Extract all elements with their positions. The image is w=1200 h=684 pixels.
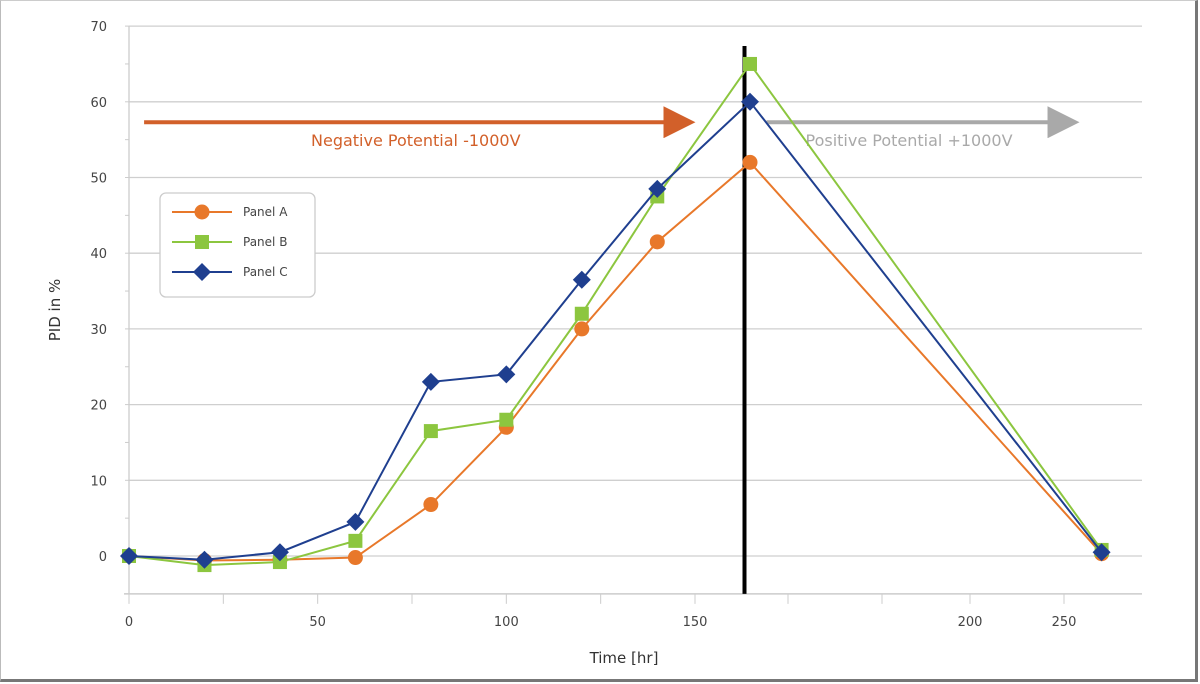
data-point-diamond — [1092, 543, 1111, 562]
series-panel-c — [120, 92, 1111, 569]
data-point-diamond — [195, 550, 214, 569]
data-point-circle — [194, 204, 210, 220]
legend-item: Panel A — [172, 204, 288, 220]
data-point-circle — [649, 234, 665, 250]
series-line — [128, 100, 1103, 561]
y-tick-label: 0 — [99, 550, 107, 565]
data-point-square — [499, 412, 514, 427]
legend-label: Panel B — [243, 235, 287, 249]
data-point-diamond — [497, 365, 516, 384]
data-point-diamond — [421, 372, 440, 391]
data-point-diamond — [193, 263, 211, 281]
x-tick-label: 250 — [1052, 615, 1077, 630]
y-tick-label: 10 — [90, 474, 107, 489]
y-tick-label: 40 — [90, 247, 107, 262]
data-point-circle — [574, 321, 590, 337]
annotation-label: Negative Potential -1000V — [311, 131, 521, 150]
x-tick-label: 200 — [958, 615, 983, 630]
y-tick-label: 70 — [90, 20, 107, 35]
y-tick-label: 20 — [90, 399, 107, 414]
data-point-square — [423, 424, 438, 439]
y-axis-label: PID in % — [46, 279, 64, 341]
data-point-diamond — [346, 512, 365, 531]
data-point-square — [272, 555, 287, 570]
x-axis-label: Time [hr] — [589, 649, 659, 667]
data-point-circle — [742, 154, 758, 170]
x-tick-label: 0 — [125, 615, 133, 630]
series-line — [128, 62, 1103, 567]
y-tick-label: 30 — [90, 323, 107, 338]
data-point-square — [348, 533, 363, 548]
data-point-diamond — [572, 270, 591, 289]
legend-label: Panel A — [243, 205, 288, 219]
data-point-diamond — [648, 179, 667, 198]
legend-item: Panel B — [172, 235, 287, 249]
series-line — [128, 160, 1103, 562]
data-point-diamond — [741, 92, 759, 111]
data-point-square — [574, 306, 589, 321]
data-point-circle — [423, 497, 439, 513]
data-point-diamond — [270, 543, 289, 562]
legend-box — [159, 192, 316, 298]
data-point-square — [743, 56, 757, 71]
legend-label: Panel C — [243, 265, 288, 279]
y-tick-label: 60 — [90, 96, 107, 111]
legend-item: Panel C — [172, 263, 288, 281]
x-tick-label: 50 — [309, 615, 326, 630]
x-tick-label: 150 — [683, 615, 708, 630]
y-tick-label: 50 — [90, 172, 107, 187]
annotation-label: Positive Potential +1000V — [806, 131, 1013, 150]
data-point-diamond — [120, 547, 138, 565]
data-point-circle — [347, 550, 363, 566]
data-point-square — [195, 235, 209, 249]
x-tick-label: 100 — [494, 615, 519, 630]
